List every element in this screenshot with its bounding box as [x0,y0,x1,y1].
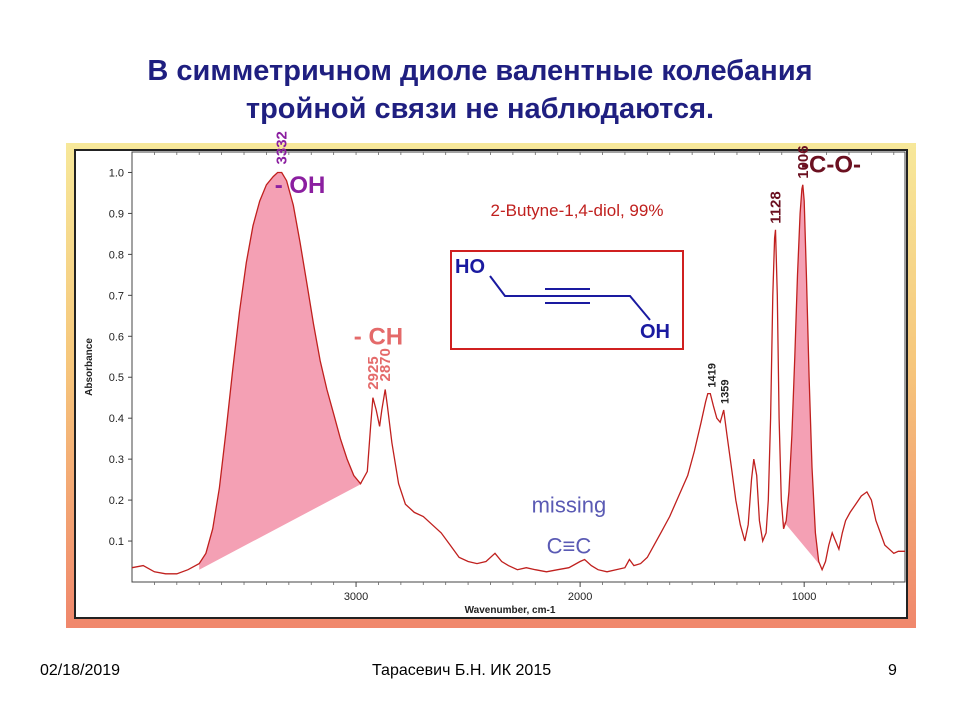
peak-label: 2925 [365,356,382,389]
slide-title-line1: В симметричном диоле валентные колебания [147,55,813,87]
annotations: - OH - CH -C-O-missing C≡C [275,151,861,558]
peak-label: 2870 [377,348,394,381]
y-tick-label: 0.3 [109,454,124,466]
annotation: C≡C [547,533,592,558]
x-tick-label: 2000 [568,591,592,603]
structure-ho-label: HO [455,256,485,278]
y-tick-label: 0.8 [109,249,124,261]
y-tick-label: 0.5 [109,372,124,384]
x-axis-label: Wavenumber, cm-1 [465,605,556,616]
footer-date: 02/18/2019 [40,662,121,679]
slide-title-line2: тройной связи не наблюдаются. [245,93,715,125]
footer-author: Тарасевич Б.Н. ИК 2015 [372,662,552,679]
annotation: -C-O- [801,151,861,178]
annotation: - CH [354,323,403,350]
footer-page-number: 9 [888,662,897,679]
annotation: - OH [275,172,326,199]
chart-title: 2-Butyne-1,4-diol, 99% [491,201,664,220]
y-tick-label: 0.2 [109,495,124,507]
y-tick-label: 1.0 [109,167,124,179]
peak-label: 1419 [706,363,718,387]
y-tick-label: 0.9 [109,208,124,220]
annotation: missing [532,492,607,517]
structure-oh-label: OH [640,321,670,343]
filled-regions [199,172,819,570]
y-tick-label: 0.6 [109,331,124,343]
spectrum-line [131,171,905,575]
axes: 0.1 0.2 0.3 0.4 0.5 0.6 0.7 0.8 0.9 1.0 3000 2000 10… [109,152,895,603]
filled-region-0 [199,172,362,570]
x-tick-label: 1000 [792,591,816,603]
y-axis-label: Absorbance [84,338,95,396]
peak-label: 1006 [795,145,812,178]
structure-diagram: HO OH [450,250,684,350]
y-tick-label: 0.1 [109,536,124,548]
peak-label: 3332 [274,131,291,164]
peak-label: 1359 [720,380,732,404]
y-tick-label: 0.7 [109,290,124,302]
plot-area-border [131,151,906,583]
filled-region-1 [782,184,819,564]
x-tick-label: 3000 [344,591,368,603]
structure-box [450,250,684,350]
y-tick-label: 0.4 [109,413,124,425]
slide-title: В симметричном диоле валентные колебания… [60,52,900,128]
series-layer [131,171,905,575]
peak-label: 1128 [767,191,784,224]
